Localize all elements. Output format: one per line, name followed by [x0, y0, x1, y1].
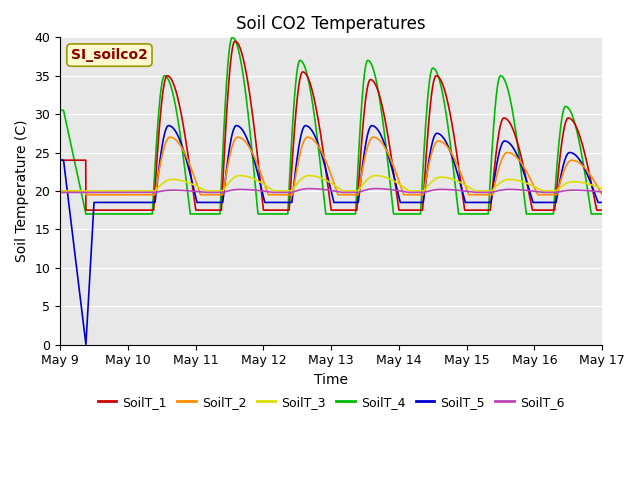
SoilT_5 — [598, 200, 606, 205]
SoilT_1 — [598, 207, 606, 213]
SoilT_1 — [451, 134, 458, 140]
SoilT_2 — [555, 185, 563, 191]
SoilT_1 — [82, 207, 90, 213]
SoilT_1 — [314, 115, 322, 121]
SoilT_4 — [314, 141, 322, 146]
SoilT_2 — [284, 192, 292, 198]
X-axis label: Time: Time — [314, 373, 348, 387]
SoilT_5 — [451, 160, 458, 166]
SoilT_4 — [56, 108, 64, 113]
SoilT_4 — [451, 173, 458, 179]
SoilT_2 — [82, 192, 90, 198]
SoilT_2 — [582, 166, 589, 172]
SoilT_3 — [236, 173, 244, 179]
SoilT_6 — [555, 189, 563, 195]
SoilT_3 — [289, 187, 296, 193]
SoilT_2 — [314, 143, 322, 148]
Line: SoilT_1: SoilT_1 — [60, 41, 602, 210]
SoilT_4 — [82, 211, 90, 217]
SoilT_6 — [284, 190, 292, 195]
Legend: SoilT_1, SoilT_2, SoilT_3, SoilT_4, SoilT_5, SoilT_6: SoilT_1, SoilT_2, SoilT_3, SoilT_4, Soil… — [93, 391, 570, 414]
SoilT_1 — [289, 156, 296, 161]
Text: SI_soilco2: SI_soilco2 — [71, 48, 148, 62]
SoilT_5 — [284, 200, 292, 205]
SoilT_5 — [82, 341, 90, 347]
SoilT_3 — [555, 186, 563, 192]
SoilT_4 — [555, 142, 563, 148]
SoilT_4 — [228, 35, 236, 40]
SoilT_3 — [582, 180, 589, 186]
SoilT_5 — [555, 184, 563, 190]
Line: SoilT_3: SoilT_3 — [60, 176, 602, 191]
SoilT_5 — [56, 157, 64, 163]
SoilT_2 — [289, 192, 296, 198]
SoilT_3 — [56, 188, 64, 194]
SoilT_3 — [598, 186, 606, 192]
Line: SoilT_5: SoilT_5 — [60, 126, 602, 344]
SoilT_1 — [231, 38, 239, 44]
SoilT_1 — [582, 155, 589, 160]
SoilT_1 — [555, 166, 563, 171]
Line: SoilT_6: SoilT_6 — [60, 189, 602, 192]
SoilT_1 — [284, 207, 292, 213]
SoilT_5 — [289, 194, 296, 200]
Y-axis label: Soil Temperature (C): Soil Temperature (C) — [15, 120, 29, 262]
SoilT_5 — [314, 141, 322, 146]
SoilT_6 — [450, 187, 458, 193]
SoilT_5 — [582, 168, 589, 174]
SoilT_2 — [56, 188, 64, 194]
SoilT_3 — [450, 177, 458, 182]
SoilT_2 — [166, 134, 174, 140]
SoilT_4 — [289, 124, 296, 130]
SoilT_6 — [305, 186, 313, 192]
SoilT_3 — [314, 174, 322, 180]
SoilT_4 — [598, 211, 606, 217]
SoilT_6 — [582, 188, 589, 193]
SoilT_1 — [56, 157, 64, 163]
SoilT_2 — [598, 192, 606, 198]
Title: Soil CO2 Temperatures: Soil CO2 Temperatures — [236, 15, 426, 33]
SoilT_2 — [451, 155, 458, 161]
SoilT_3 — [284, 188, 292, 194]
SoilT_6 — [598, 189, 606, 195]
Line: SoilT_2: SoilT_2 — [60, 137, 602, 195]
Line: SoilT_4: SoilT_4 — [60, 37, 602, 214]
SoilT_6 — [56, 190, 64, 195]
SoilT_4 — [582, 175, 589, 181]
SoilT_4 — [284, 204, 292, 210]
SoilT_6 — [314, 186, 322, 192]
SoilT_6 — [289, 190, 296, 195]
SoilT_5 — [164, 123, 172, 129]
